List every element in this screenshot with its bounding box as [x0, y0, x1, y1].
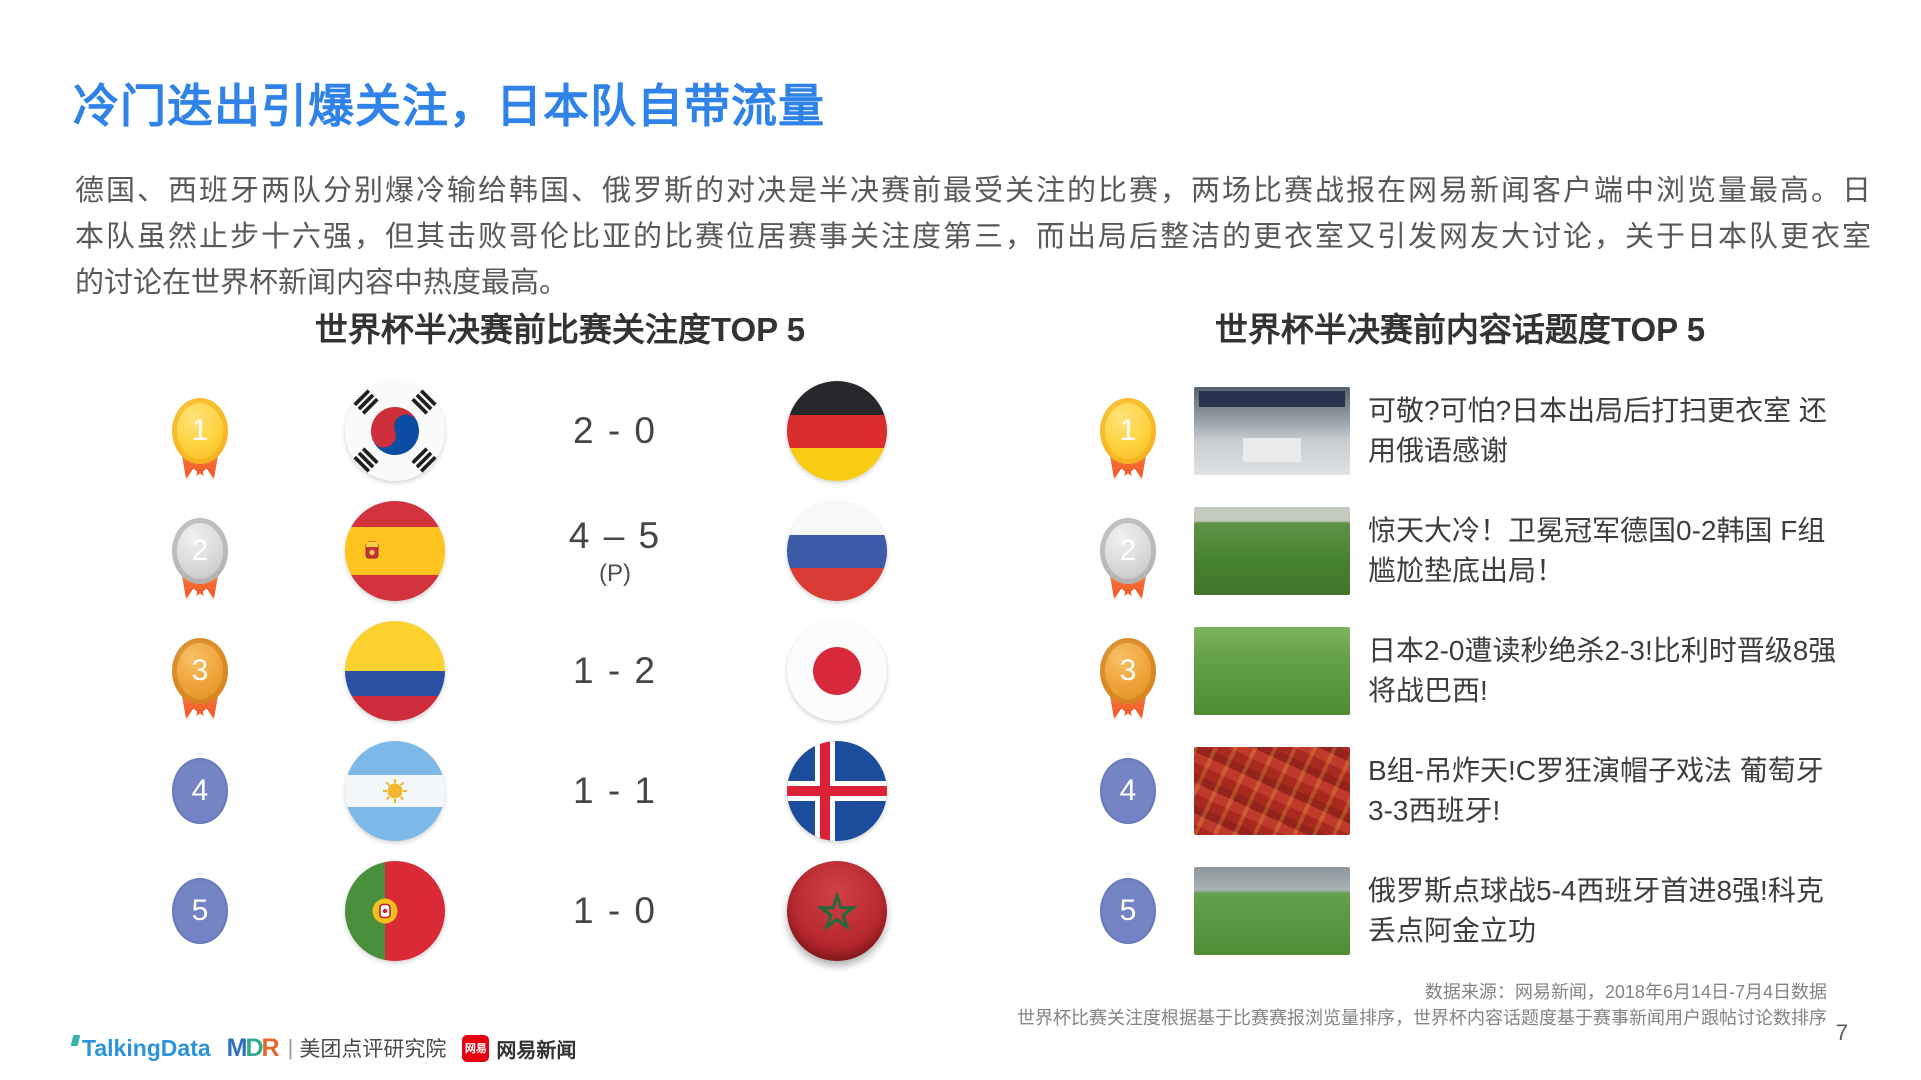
content-topic-list: 1 可敬?可怕?日本出局后打扫更衣室 还用俄语感谢 2 惊天大冷！卫冕冠军德国0…: [1100, 371, 1880, 971]
netease-news-label: 网易新闻: [496, 1039, 577, 1062]
rank-number: 1: [191, 414, 209, 447]
news-thumbnail-portugal-spain-fans: [1194, 747, 1350, 835]
data-source-note: 数据来源：网易新闻，2018年6月14日-7月4日数据 世界杯比赛关注度根据基于…: [1017, 979, 1827, 1031]
colombia-flag-icon: [345, 621, 445, 721]
talkingdata-logo: TalkingData: [70, 1034, 211, 1062]
news-thumbnail-russia-spain: [1194, 867, 1350, 955]
rank-5-badge: 5: [172, 878, 228, 970]
russia-flag-icon: [787, 501, 887, 601]
source-line-1: 数据来源：网易新闻，2018年6月14日-7月4日数据: [1424, 982, 1827, 1002]
match-score-5: 1 - 0: [535, 851, 695, 971]
match-row-5: 5 1 - 0: [160, 851, 940, 971]
score-text: 1 - 0: [572, 890, 658, 931]
meituan-dianping-research-logo: M D R | 美团点评研究院: [227, 1033, 447, 1063]
rank-number: 1: [1119, 414, 1137, 447]
news-row-2: 2 惊天大冷！卫冕冠军德国0-2韩国 F组尴尬垫底出局！: [1100, 491, 1880, 611]
match-score-1: 2 - 0: [535, 371, 695, 491]
news-headline: 日本2-0遭读秒绝杀2-3!比利时晋级8强将战巴西!: [1368, 635, 1837, 706]
match-row-4: 4 1 - 1: [160, 731, 940, 851]
match-attention-list: 1: [160, 371, 940, 971]
intro-line-3: 的讨论在世界杯新闻内容中热度最高。: [75, 267, 569, 299]
spain-flag-icon: [345, 501, 445, 601]
rank-4-badge: 4: [172, 758, 228, 850]
match-score-4: 1 - 1: [535, 731, 695, 851]
match-score-3: 1 - 2: [535, 611, 695, 731]
right-panel-title: 世界杯半决赛前内容话题度TOP 5: [1214, 311, 1706, 348]
rank-number: 5: [1119, 894, 1137, 927]
mdr-letter-m: M: [226, 1033, 248, 1062]
news-row-4: 4 B组-吊炸天!C罗狂演帽子戏法 葡萄牙3-3西班牙!: [1100, 731, 1880, 851]
rank-number: 4: [1119, 774, 1137, 807]
talkingdata-wordmark: TalkingData: [82, 1034, 211, 1061]
netease-news-logo: 网易 网易新闻: [462, 1034, 576, 1063]
source-line-2: 世界杯比赛关注度根据基于比赛赛报浏览量排序，世界杯内容话题度基于赛事新闻用户跟帖…: [1017, 1008, 1827, 1028]
rank-number: 2: [191, 534, 209, 567]
score-text: 2 - 0: [572, 410, 658, 451]
rank-1-medal-icon: 1: [172, 398, 228, 490]
news-thumbnail-japan-belgium: [1194, 627, 1350, 715]
match-row-1: 1: [160, 371, 940, 491]
logo-divider: |: [287, 1035, 294, 1060]
news-headline: B组-吊炸天!C罗狂演帽子戏法 葡萄牙3-3西班牙!: [1368, 755, 1824, 826]
south-korea-flag-icon: [345, 381, 445, 481]
news-headline: 可敬?可怕?日本出局后打扫更衣室 还用俄语感谢: [1368, 395, 1827, 466]
rank-number: 3: [191, 654, 209, 687]
news-thumbnail-germany-korea: [1194, 507, 1350, 595]
portugal-flag-icon: [345, 861, 445, 961]
news-row-5: 5 俄罗斯点球战5-4西班牙首进8强!科克丢点阿金立功: [1100, 851, 1880, 971]
morocco-flag-icon: [787, 861, 887, 961]
rank-3-medal-icon: 3: [172, 638, 228, 730]
netease-badge-icon: 网易: [462, 1034, 490, 1062]
intro-paragraph: 德国、西班牙两队分别爆冷输给韩国、俄罗斯的对决是半决赛前最受关注的比赛，两场比赛…: [75, 168, 1871, 306]
match-row-3: 3 1 - 2: [160, 611, 940, 731]
match-score-2: 4 – 5 (P): [535, 491, 695, 611]
rank-2-medal-icon: 2: [1100, 518, 1156, 610]
rank-number: 5: [191, 894, 209, 927]
rank-4-badge: 4: [1100, 758, 1156, 850]
talkingdata-tick-icon: [70, 1034, 81, 1046]
rank-3-medal-icon: 3: [1100, 638, 1156, 730]
iceland-flag-icon: [787, 741, 887, 841]
mdr-letter-r: R: [261, 1033, 280, 1062]
left-panel-title: 世界杯半决赛前比赛关注度TOP 5: [314, 311, 806, 348]
rank-5-badge: 5: [1100, 878, 1156, 970]
score-text: 1 - 1: [572, 770, 658, 811]
japan-flag-icon: [787, 621, 887, 721]
score-text: 1 - 2: [572, 650, 658, 691]
intro-line-1: 德国、西班牙两队分别爆冷输给韩国、俄罗斯的对决是半决赛前最受关注的比赛，两场比赛…: [75, 175, 1871, 207]
news-row-1: 1 可敬?可怕?日本出局后打扫更衣室 还用俄语感谢: [1100, 371, 1880, 491]
score-text: 4 – 5: [568, 514, 662, 556]
news-headline: 俄罗斯点球战5-4西班牙首进8强!科克丢点阿金立功: [1368, 875, 1824, 946]
rank-2-medal-icon: 2: [172, 518, 228, 610]
news-thumbnail-locker-room: [1194, 387, 1350, 475]
news-row-3: 3 日本2-0遭读秒绝杀2-3!比利时晋级8强将战巴西!: [1100, 611, 1880, 731]
intro-line-2: 本队虽然止步十六强，但其击败哥伦比亚的比赛位居赛事关注度第三，而出局后整洁的更衣…: [75, 221, 1871, 253]
rank-number: 4: [191, 774, 209, 807]
rank-number: 2: [1119, 534, 1137, 567]
rank-number: 3: [1119, 654, 1137, 687]
footer-logos: TalkingData M D R | 美团点评研究院 网易 网易新闻: [70, 1033, 576, 1063]
argentina-flag-icon: [345, 741, 445, 841]
penalty-note: (P): [599, 559, 631, 587]
page-title: 冷门迭出引爆关注，日本队自带流量: [73, 80, 825, 132]
meituan-research-label: 美团点评研究院: [299, 1038, 447, 1061]
match-row-2: 2 4 – 5 (P): [160, 491, 940, 611]
page-number: 7: [1835, 1020, 1848, 1045]
mdr-letter-d: D: [245, 1033, 264, 1062]
news-headline: 惊天大冷！卫冕冠军德国0-2韩国 F组尴尬垫底出局！: [1368, 515, 1826, 586]
rank-1-medal-icon: 1: [1100, 398, 1156, 490]
germany-flag-icon: [787, 381, 887, 481]
